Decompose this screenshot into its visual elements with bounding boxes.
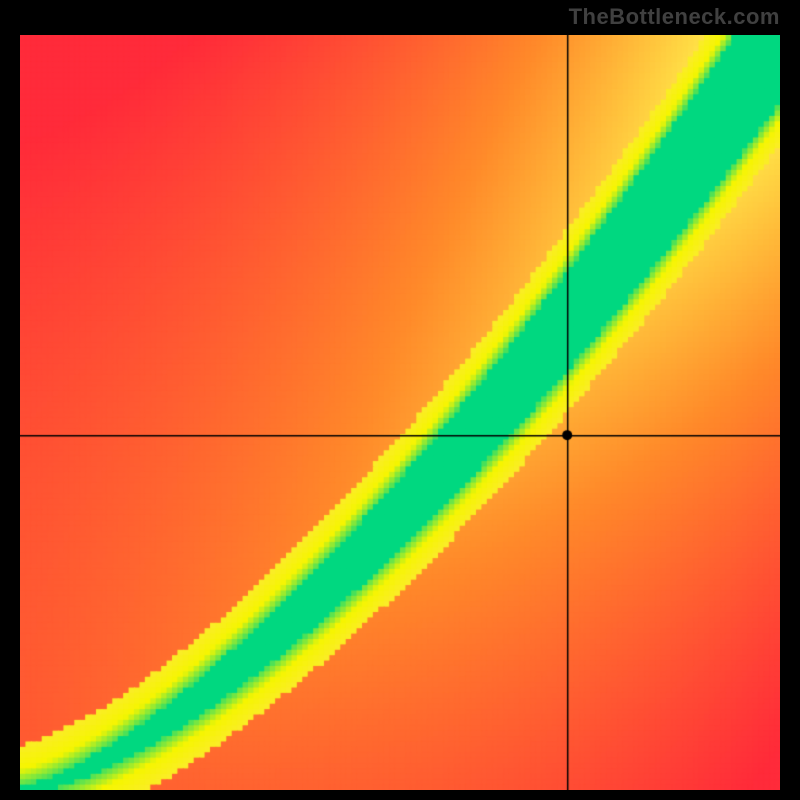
bottleneck-heatmap [20, 35, 780, 790]
watermark-text: TheBottleneck.com [569, 4, 780, 30]
